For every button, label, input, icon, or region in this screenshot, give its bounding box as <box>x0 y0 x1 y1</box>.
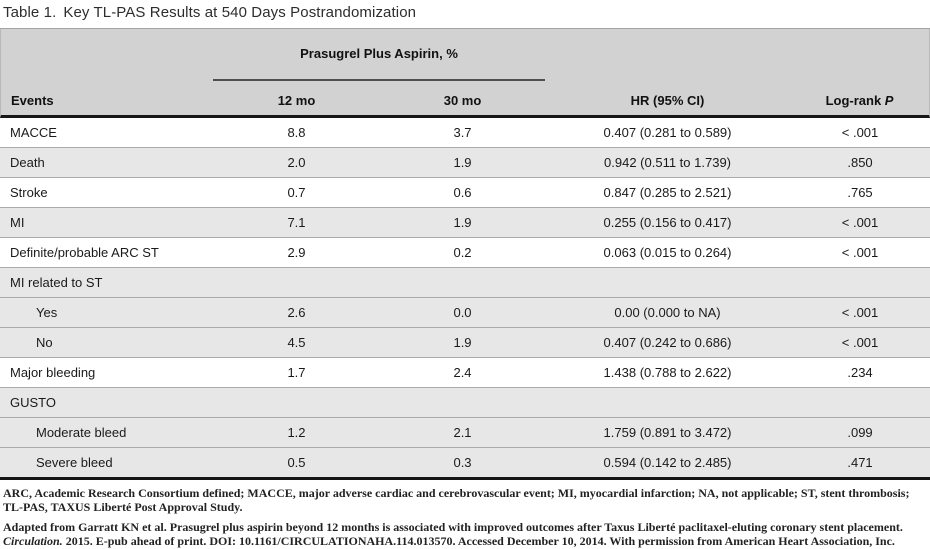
p-value-cell <box>790 268 930 298</box>
table-number-label: Table 1. <box>3 4 57 21</box>
mo30-cell: 1.9 <box>380 148 546 178</box>
p-value-cell: < .001 <box>790 238 930 268</box>
mo30-cell: 0.6 <box>380 178 546 208</box>
table-row: GUSTO <box>0 388 930 418</box>
event-cell: Major bleeding <box>0 358 213 388</box>
mo12-column-header: 12 mo <box>213 81 380 118</box>
p-value-cell: < .001 <box>790 328 930 358</box>
footnote-source-text: Adapted from Garratt KN et al. Prasugrel… <box>3 520 903 535</box>
hr-cell: 1.759 (0.891 to 3.472) <box>545 418 791 448</box>
mo12-cell: 8.8 <box>213 118 380 148</box>
p-value-cell: .765 <box>790 178 930 208</box>
p-value-cell: .099 <box>790 418 930 448</box>
event-cell: No <box>0 328 213 358</box>
event-cell: Moderate bleed <box>0 418 213 448</box>
event-cell: MI related to ST <box>0 268 213 298</box>
p-value-cell: .471 <box>790 448 930 480</box>
mo12-cell: 7.1 <box>213 208 380 238</box>
event-cell: Stroke <box>0 178 213 208</box>
hr-cell: 0.407 (0.242 to 0.686) <box>545 328 791 358</box>
mo12-cell: 4.5 <box>213 328 380 358</box>
logrank-column-header: Log-rank P <box>790 29 930 118</box>
table-row: MI 7.1 1.9 0.255 (0.156 to 0.417) < .001 <box>0 208 930 238</box>
footnote-source-tail: 2015. E-pub ahead of print. DOI: 10.1161… <box>62 534 895 549</box>
mo30-cell: 2.1 <box>380 418 546 448</box>
p-value-cell: .234 <box>790 358 930 388</box>
table-row: Yes 2.6 0.0 0.00 (0.000 to NA) < .001 <box>0 298 930 328</box>
table-body: MACCE 8.8 3.7 0.407 (0.281 to 0.589) < .001 D… <box>0 118 930 480</box>
p-value-cell: .850 <box>790 148 930 178</box>
mo12-cell: 1.2 <box>213 418 380 448</box>
hr-cell: 0.063 (0.015 to 0.264) <box>545 238 791 268</box>
mo30-column-header: 30 mo <box>380 81 546 118</box>
table-row: Moderate bleed 1.2 2.1 1.759 (0.891 to 3.47… <box>0 418 930 448</box>
hr-cell: 1.438 (0.788 to 2.622) <box>545 358 791 388</box>
spanner-header: Prasugrel Plus Aspirin, % <box>213 29 546 81</box>
footnote-source: Adapted from Garratt KN et al. Prasugrel… <box>3 520 924 548</box>
logrank-p-symbol: P <box>884 93 894 108</box>
table-title: Table 1. Key TL-PAS Results at 540 Days P… <box>0 0 930 28</box>
table-row: Severe bleed 0.5 0.3 0.594 (0.142 to 2.485)… <box>0 448 930 480</box>
hr-column-header: HR (95% CI) <box>545 29 791 118</box>
p-value-cell: < .001 <box>790 118 930 148</box>
table-header: Events Prasugrel Plus Aspirin, % HR (95%… <box>0 29 930 118</box>
mo30-cell: 0.0 <box>380 298 546 328</box>
p-value-cell <box>790 388 930 418</box>
event-cell: MI <box>0 208 213 238</box>
mo12-cell: 2.6 <box>213 298 380 328</box>
event-cell: GUSTO <box>0 388 213 418</box>
hr-cell: 0.942 (0.511 to 1.739) <box>545 148 791 178</box>
mo30-cell: 1.9 <box>380 208 546 238</box>
footnote-abbreviations: ARC, Academic Research Consortium define… <box>3 486 910 515</box>
event-cell: MACCE <box>0 118 213 148</box>
hr-cell: 0.407 (0.281 to 0.589) <box>545 118 791 148</box>
table-row: Death 2.0 1.9 0.942 (0.511 to 1.739) .850 <box>0 148 930 178</box>
events-column-header: Events <box>0 29 213 118</box>
table-row: Definite/probable ARC ST 2.9 0.2 0.063 (0.0… <box>0 238 930 268</box>
mo30-cell: 3.7 <box>380 118 546 148</box>
hr-cell <box>545 388 791 418</box>
event-cell: Yes <box>0 298 213 328</box>
table-row: Stroke 0.7 0.6 0.847 (0.285 to 2.521) .765 <box>0 178 930 208</box>
table-row: Major bleeding 1.7 2.4 1.438 (0.788 to 2.62… <box>0 358 930 388</box>
logrank-label: Log-rank <box>825 93 885 108</box>
mo12-cell: 0.5 <box>213 448 380 480</box>
p-value-cell: < .001 <box>790 298 930 328</box>
event-cell: Definite/probable ARC ST <box>0 238 213 268</box>
mo12-cell: 0.7 <box>213 178 380 208</box>
footnotes: ARC, Academic Research Consortium define… <box>0 480 930 549</box>
mo30-cell: 0.2 <box>380 238 546 268</box>
header-row-spanner: Events Prasugrel Plus Aspirin, % HR (95%… <box>0 29 930 118</box>
mo30-cell <box>380 268 546 298</box>
hr-cell: 0.847 (0.285 to 2.521) <box>545 178 791 208</box>
mo12-cell <box>213 388 380 418</box>
mo12-cell: 2.0 <box>213 148 380 178</box>
table-row: MI related to ST <box>0 268 930 298</box>
hr-cell <box>545 268 791 298</box>
hr-cell: 0.594 (0.142 to 2.485) <box>545 448 791 480</box>
mo30-cell: 1.9 <box>380 328 546 358</box>
mo12-cell: 2.9 <box>213 238 380 268</box>
mo30-cell: 2.4 <box>380 358 546 388</box>
results-table: Events Prasugrel Plus Aspirin, % HR (95%… <box>0 28 930 480</box>
mo12-cell: 1.7 <box>213 358 380 388</box>
event-cell: Death <box>0 148 213 178</box>
table-row: MACCE 8.8 3.7 0.407 (0.281 to 0.589) < .001 <box>0 118 930 148</box>
hr-cell: 0.255 (0.156 to 0.417) <box>545 208 791 238</box>
table-title-text: Key TL-PAS Results at 540 Days Postrando… <box>63 4 417 21</box>
journal-name: Circulation. <box>3 534 63 549</box>
mo12-cell <box>213 268 380 298</box>
mo30-cell: 0.3 <box>380 448 546 480</box>
event-cell: Severe bleed <box>0 448 213 480</box>
header-row-columns: 12 mo 30 mo <box>0 81 930 118</box>
hr-cell: 0.00 (0.000 to NA) <box>545 298 791 328</box>
table-row: No 4.5 1.9 0.407 (0.242 to 0.686) < .001 <box>0 328 930 358</box>
p-value-cell: < .001 <box>790 208 930 238</box>
mo30-cell <box>380 388 546 418</box>
